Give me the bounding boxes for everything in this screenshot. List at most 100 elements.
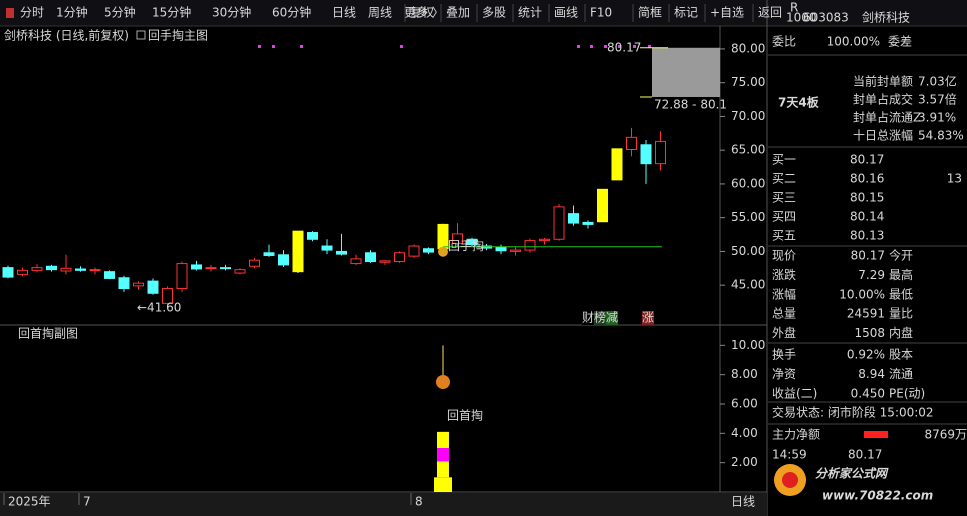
label: 委差 [888, 35, 912, 49]
marker-dot [400, 45, 403, 48]
label: 换手 [772, 348, 796, 362]
event-tag[interactable]: 减 [606, 311, 618, 325]
toolbar-button[interactable]: 复权 [410, 6, 434, 20]
y-tick-label: 50.00 [731, 244, 765, 258]
candle-body [46, 265, 57, 271]
label: 最低 [889, 287, 913, 301]
tag-bg [606, 311, 618, 325]
candle-body [31, 267, 43, 271]
watermark-url: www.70822.com [822, 489, 933, 503]
toolbar-tab[interactable]: 30分钟 [212, 5, 251, 20]
toolbar-button[interactable]: 多股 [482, 6, 506, 20]
candle-body [75, 268, 86, 271]
candle-body [307, 232, 318, 240]
label: PE(动) [889, 386, 925, 400]
label: 总量 [772, 307, 796, 321]
toolbar-button[interactable]: +自选 [710, 6, 744, 20]
candle-body [452, 233, 463, 244]
toolbar-button[interactable]: 返回 [758, 6, 782, 20]
y-tick-label: 65.00 [731, 143, 765, 157]
toolbar-tab[interactable]: 60分钟 [272, 5, 311, 20]
signal-icon [438, 246, 448, 257]
label: 十日总涨幅 [853, 128, 913, 143]
app-icon [6, 8, 14, 18]
signal-label: 回首掏 [447, 408, 483, 423]
toolbar-tab[interactable]: 日线 [332, 6, 356, 20]
candle-body [568, 213, 579, 224]
toolbar-tab[interactable]: 更多 〉 [404, 6, 444, 20]
toolbar-button[interactable]: 统计 [518, 6, 542, 20]
label: 当前封单额 [853, 74, 913, 89]
toolbar-tab[interactable]: 15分钟 [152, 5, 191, 20]
candle-body [539, 238, 550, 242]
toolbar-button[interactable]: F10 [590, 6, 612, 20]
y-tick-label: 45.00 [731, 278, 765, 292]
candle-body [408, 245, 420, 257]
y-tick-label: 60.00 [731, 176, 765, 190]
candle-body [524, 240, 536, 251]
value: 7.03亿 [918, 74, 957, 89]
stack-segment [437, 461, 449, 478]
label: 最高 [889, 267, 913, 282]
event-tag[interactable]: 涨 [642, 310, 654, 325]
board-tag: 7天4板 [778, 95, 820, 110]
period-label: 日线 [731, 495, 755, 509]
value: 80.15 [850, 191, 884, 205]
y-tick-label: 80.00 [731, 41, 765, 55]
toolbar-button[interactable]: 标记 [674, 6, 698, 20]
time-label: 7 [83, 495, 91, 509]
candle-body [2, 267, 14, 278]
indicator-icon [136, 30, 146, 40]
value: 80.17 [851, 249, 885, 263]
candle-body [336, 250, 347, 255]
toolbar-button[interactable]: 简框 [638, 6, 662, 20]
stock-name: 剑桥科技 [862, 10, 910, 25]
candle-body [17, 269, 28, 275]
label: 买四 [772, 210, 796, 224]
badge: R [790, 1, 798, 15]
toolbar-tab[interactable]: 1分钟 [56, 5, 88, 20]
value: 80.16 [850, 172, 884, 186]
value: 1508 [854, 326, 885, 340]
stock-code: 603083 [803, 11, 849, 25]
label: 外盘 [772, 325, 796, 340]
event-tag[interactable]: 财 [582, 311, 594, 325]
watermark-logo [782, 472, 798, 488]
candle-body [655, 140, 666, 165]
label: 买三 [772, 191, 796, 205]
value: 3.57倍 [918, 92, 957, 107]
indicator-name: 回手掏主图 [148, 28, 208, 43]
event-tag[interactable]: 榜 [594, 310, 606, 325]
candle-body [510, 249, 521, 252]
value: 7.29 [858, 268, 885, 282]
label: 内盘 [889, 325, 913, 340]
value: 24591 [847, 307, 885, 321]
y-tick-label: 10.00 [731, 338, 765, 352]
marker-dot [300, 45, 303, 48]
toolbar-tab[interactable]: 5分钟 [104, 5, 136, 20]
y-tick-label: 2.00 [731, 455, 758, 469]
toolbar-button[interactable]: 叠加 [446, 6, 470, 20]
chart-title: 回首掏副图 [18, 326, 78, 341]
value: 80.13 [850, 229, 884, 243]
value: 0.450 [851, 386, 885, 400]
marker-dot [618, 45, 621, 48]
candle-body [234, 269, 246, 274]
y-tick-label: 4.00 [731, 426, 758, 440]
candle-body [292, 230, 304, 273]
toolbar-tab[interactable]: 周线 [368, 6, 392, 20]
stack-segment [434, 477, 452, 492]
time-axis-bg [0, 493, 767, 516]
candle-body [89, 269, 101, 272]
candle-body [118, 277, 130, 290]
value: 3.91% [918, 111, 956, 125]
candle-body [147, 280, 159, 294]
toolbar-tab[interactable]: 分时 [20, 6, 44, 20]
candle-body [278, 254, 289, 266]
projection-range: 72.88 - 80.1 [654, 97, 727, 111]
candle-body [104, 271, 115, 279]
toolbar-button[interactable]: 画线 [554, 6, 578, 20]
label: 买一 [772, 153, 796, 167]
label: 涨幅 [772, 286, 796, 301]
candle-body [553, 206, 565, 240]
